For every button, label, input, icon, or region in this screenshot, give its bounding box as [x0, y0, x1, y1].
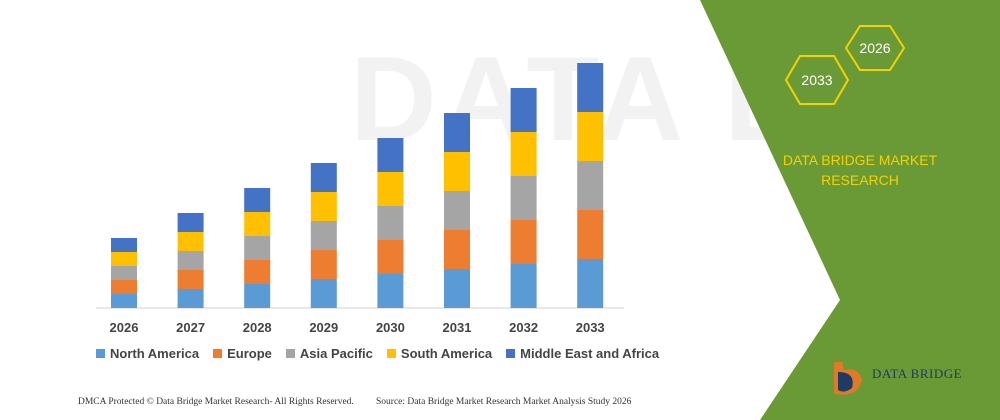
- x-tick-label-2029: 2029: [309, 320, 338, 335]
- bar-segment-2032-north-america: [510, 264, 537, 308]
- hexagon-left-label: 2033: [801, 72, 832, 88]
- bar-segment-2028-north-america: [244, 284, 271, 308]
- legend-label-south-america: South America: [400, 346, 493, 361]
- bar-segment-2031-asia-pacific: [444, 191, 470, 230]
- bar-segment-2032-middle-east-and-africa: [510, 88, 537, 132]
- brand-title: DATA BRIDGE MARKET RESEARCH: [782, 152, 938, 188]
- bar-segment-2026-europe: [111, 280, 137, 294]
- bar-segment-2032-south-america: [510, 132, 537, 176]
- x-tick-label-2030: 2030: [376, 320, 405, 335]
- bar-segment-2029-south-america: [310, 192, 337, 221]
- legend-label-north-america: North America: [110, 346, 200, 361]
- legend-label-asia-pacific: Asia Pacific: [299, 346, 373, 361]
- legend-swatch-europe: [213, 349, 223, 358]
- bar-segment-2029-middle-east-and-africa: [310, 163, 337, 192]
- bar-segment-2033-south-america: [577, 112, 604, 161]
- x-tick-label-2032: 2032: [509, 320, 538, 335]
- x-tick-label-2033: 2033: [576, 320, 605, 335]
- bar-segment-2030-south-america: [377, 172, 404, 206]
- x-tick-label-2028: 2028: [243, 320, 272, 335]
- bar-segment-2031-middle-east-and-africa: [444, 113, 470, 152]
- footer-source: Source: Data Bridge Market Research Mark…: [376, 397, 632, 407]
- bar-segment-2028-middle-east-and-africa: [244, 188, 271, 212]
- bar-segment-2028-south-america: [244, 212, 271, 236]
- bar-segment-2027-europe: [177, 270, 204, 289]
- hexagon-2033: [784, 55, 850, 105]
- bar-segment-2033-europe: [577, 210, 604, 259]
- bar-segment-2032-europe: [510, 220, 537, 264]
- x-tick-label-2027: 2027: [176, 320, 205, 335]
- legend-item-south-america: South America: [386, 346, 493, 361]
- legend-swatch-south-america: [386, 349, 396, 358]
- chart-legend: North America Europe Asia Pacific South …: [96, 346, 659, 361]
- bar-segment-2033-north-america: [577, 259, 604, 308]
- bar-segment-2031-south-america: [444, 152, 470, 191]
- x-tick-label-2031: 2031: [443, 320, 472, 335]
- legend-label-middle-east-africa: Middle East and Africa: [520, 346, 660, 361]
- hexagon-2026: [844, 25, 906, 71]
- legend-item-middle-east-africa: Middle East and Africa: [506, 346, 659, 361]
- bars-group: [111, 63, 604, 308]
- bar-segment-2029-europe: [310, 250, 337, 279]
- footer-copyright: DMCA Protected © Data Bridge Market Rese…: [78, 397, 354, 407]
- legend-label-europe: Europe: [227, 346, 272, 361]
- bar-segment-2030-middle-east-and-africa: [377, 138, 404, 172]
- x-tick-labels: 2026 2027 2028 2029 2030 2031 2032 2033: [110, 320, 605, 335]
- logo-mark: [834, 362, 862, 395]
- bar-segment-2026-middle-east-and-africa: [111, 238, 137, 252]
- hexagon-right-label: 2026: [859, 40, 890, 56]
- bar-segment-2028-asia-pacific: [244, 236, 271, 260]
- bar-segment-2026-asia-pacific: [111, 266, 137, 280]
- legend-swatch-north-america: [96, 349, 105, 358]
- bar-segment-2029-asia-pacific: [310, 221, 337, 250]
- x-tick-label-2026: 2026: [110, 320, 139, 335]
- green-banner-panel: [700, 0, 1000, 420]
- bar-segment-2032-asia-pacific: [510, 176, 537, 220]
- bar-segment-2027-north-america: [177, 289, 204, 308]
- bar-segment-2027-south-america: [177, 232, 204, 251]
- bar-segment-2027-asia-pacific: [177, 251, 204, 270]
- logo-text: DATA BRIDGE: [872, 366, 963, 381]
- bar-segment-2026-north-america: [111, 294, 137, 308]
- bar-segment-2031-europe: [444, 230, 470, 269]
- bar-segment-2033-asia-pacific: [577, 161, 604, 210]
- legend-item-north-america: North America: [96, 346, 199, 361]
- bar-segment-2031-north-america: [444, 269, 470, 308]
- bar-segment-2027-middle-east-and-africa: [177, 213, 204, 232]
- bar-segment-2029-north-america: [310, 279, 337, 308]
- bar-segment-2030-asia-pacific: [377, 206, 404, 240]
- legend-item-europe: Europe: [213, 346, 272, 361]
- bar-segment-2030-europe: [377, 240, 404, 274]
- bar-segment-2026-south-america: [111, 252, 137, 266]
- legend-swatch-asia-pacific: [285, 349, 295, 358]
- legend-swatch-middle-east-africa: [506, 349, 516, 358]
- bar-segment-2030-north-america: [377, 274, 404, 308]
- legend-item-asia-pacific: Asia Pacific: [285, 346, 373, 361]
- bar-segment-2033-middle-east-and-africa: [577, 63, 604, 112]
- bar-segment-2028-europe: [244, 260, 271, 284]
